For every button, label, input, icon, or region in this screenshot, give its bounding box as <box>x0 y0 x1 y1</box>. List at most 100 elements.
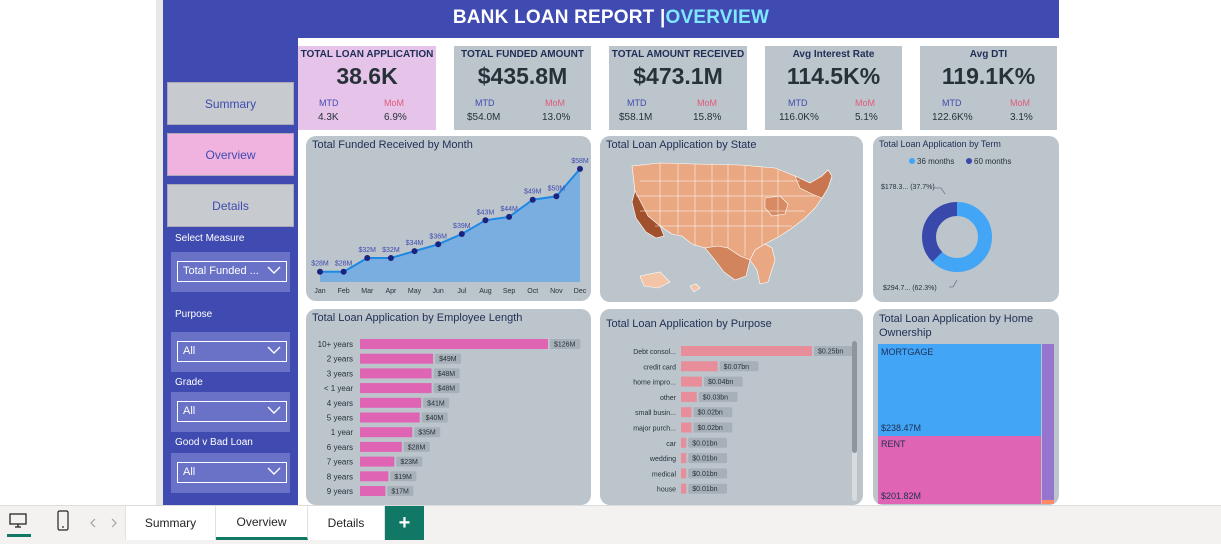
category-label: home impro... <box>633 380 676 387</box>
summary-button[interactable]: Summary <box>167 82 294 125</box>
kpi-total-amount-received[interactable]: TOTAL AMOUNT RECEIVED $473.1M MTD MoM $5… <box>609 46 747 130</box>
details-button[interactable]: Details <box>167 184 294 227</box>
category-label: Debt consol... <box>633 349 676 356</box>
funded-by-month-panel[interactable]: Total Funded Received by Month $28M Jan $2… <box>306 136 591 301</box>
grade-dropdown[interactable]: All <box>177 401 287 422</box>
x-tick-label: Apr <box>385 288 397 295</box>
purpose-slicer[interactable]: All <box>171 332 290 372</box>
treemap-label: MORTGAGE <box>881 347 934 357</box>
data-label: $41M <box>427 400 445 407</box>
state-map-panel[interactable]: Total Loan Application by State <box>600 136 863 302</box>
purpose-dropdown[interactable]: All <box>177 341 287 362</box>
data-label: $58M <box>571 158 589 165</box>
bar <box>360 471 389 482</box>
mobile-view-icon[interactable] <box>56 510 70 532</box>
treemap-own[interactable] <box>1042 500 1054 504</box>
add-page-button[interactable]: + <box>385 506 424 540</box>
category-label: 6 years <box>327 443 353 452</box>
scrollbar[interactable] <box>852 341 857 501</box>
x-tick-label: Aug <box>479 288 492 295</box>
kpi-mtd-value: 116.0K% <box>779 112 819 123</box>
data-label-bg <box>693 422 733 433</box>
data-label: $28M <box>311 261 329 268</box>
canvas-margin <box>1059 0 1221 505</box>
desktop-view-icon[interactable] <box>8 511 28 531</box>
data-label: $28M <box>408 444 426 451</box>
bar <box>681 453 687 464</box>
data-label: $32M <box>359 247 377 254</box>
panel-title: Total Loan Application by Purpose <box>606 318 772 330</box>
leader-line <box>949 279 958 288</box>
treemap-value: $201.82M <box>881 491 922 501</box>
scrollbar-thumb[interactable] <box>852 341 857 453</box>
data-label: $17M <box>391 489 409 496</box>
employee-length-panel[interactable]: Total Loan Application by Employee Lengt… <box>306 309 591 505</box>
data-label: $36M <box>429 233 447 240</box>
kpi-mom-value: 5.1% <box>855 112 878 123</box>
home-ownership-panel[interactable]: Total Loan Application by Home Ownership… <box>873 309 1059 505</box>
purpose-panel[interactable]: Total Loan Application by Purpose Debt c… <box>600 309 863 505</box>
prev-page-icon[interactable] <box>89 518 97 528</box>
good-bad-loan-label: Good v Bad Loan <box>175 437 253 448</box>
good-bad-loan-dropdown[interactable]: All <box>177 462 287 483</box>
grade-slicer[interactable]: All <box>171 392 290 432</box>
data-label-bg <box>403 441 430 452</box>
good-bad-loan-slicer[interactable]: All <box>171 453 290 493</box>
data-label-bg <box>423 397 450 408</box>
title-accent: OVERVIEW <box>665 7 770 28</box>
kpi-mom-label: MoM <box>384 98 404 108</box>
kpi-mtd-label: MTD <box>627 98 647 108</box>
bar <box>360 441 402 452</box>
tab-overview[interactable]: Overview <box>216 506 308 540</box>
slice-label: $294.7... (62.3%) <box>883 285 937 292</box>
category-label: small busin... <box>635 410 676 417</box>
x-tick-label: May <box>408 288 422 295</box>
data-point <box>529 196 536 203</box>
overview-button[interactable]: Overview <box>167 133 294 176</box>
select-measure-slicer[interactable]: Total Funded ... <box>171 252 290 292</box>
data-point <box>577 165 583 172</box>
data-label: $49M <box>439 356 457 363</box>
term-donut-panel[interactable]: Total Loan Application by Term 36 months… <box>873 136 1059 302</box>
bar <box>681 422 692 433</box>
legend-label: 36 months <box>917 157 955 166</box>
bar <box>360 427 413 438</box>
bar <box>360 383 432 394</box>
data-point <box>458 231 465 237</box>
data-label: $0.25bn <box>818 349 843 356</box>
employee-length-bar-chart: 10+ years $126M 2 years $49M 3 years $48M < 1 … <box>318 339 581 496</box>
bar <box>681 376 702 387</box>
grade-label: Grade <box>175 377 203 388</box>
tab-details[interactable]: Details <box>308 506 385 540</box>
category-label: other <box>660 395 677 402</box>
bar <box>681 346 812 356</box>
data-label: $0.02bn <box>697 410 722 417</box>
kpi-total-loan-application[interactable]: TOTAL LOAN APPLICATION 38.6K MTD MoM 4.3… <box>298 46 436 130</box>
category-label: 2 years <box>327 355 353 364</box>
chevron-down-icon <box>267 406 281 414</box>
data-label: $39M <box>453 223 471 230</box>
kpi-title: TOTAL AMOUNT RECEIVED <box>611 49 745 60</box>
x-tick-label: Dec <box>574 288 587 295</box>
treemap-mortgage[interactable]: MORTGAGE $238.47M <box>878 344 1041 436</box>
data-label: $35M <box>418 430 436 437</box>
bar <box>681 391 697 402</box>
kpi-title: Avg Interest Rate <box>792 49 875 60</box>
kpi-avg-interest-rate[interactable]: Avg Interest Rate 114.5K% MTD MoM 116.0K… <box>765 46 902 130</box>
panel-title: Total Funded Received by Month <box>312 139 473 151</box>
data-label: $48M <box>438 371 456 378</box>
treemap-other[interactable] <box>1042 344 1054 500</box>
data-point <box>482 217 489 224</box>
data-point <box>506 213 513 220</box>
select-measure-dropdown[interactable]: Total Funded ... <box>177 261 287 282</box>
treemap-rent[interactable]: RENT $201.82M <box>878 436 1041 504</box>
kpi-avg-dti[interactable]: Avg DTI 119.1K% MTD MoM 122.6K% 3.1% <box>920 46 1057 130</box>
data-label-bg <box>688 483 728 494</box>
kpi-mtd-label: MTD <box>475 98 495 108</box>
next-page-icon[interactable] <box>110 518 118 528</box>
data-label: $0.01bn <box>692 471 717 478</box>
kpi-total-funded-amount[interactable]: TOTAL FUNDED AMOUNT $435.8M MTD MoM $54.… <box>454 46 591 130</box>
kpi-title: TOTAL FUNDED AMOUNT <box>461 49 584 60</box>
select-measure-label: Select Measure <box>175 233 245 244</box>
tab-summary[interactable]: Summary <box>125 506 216 540</box>
